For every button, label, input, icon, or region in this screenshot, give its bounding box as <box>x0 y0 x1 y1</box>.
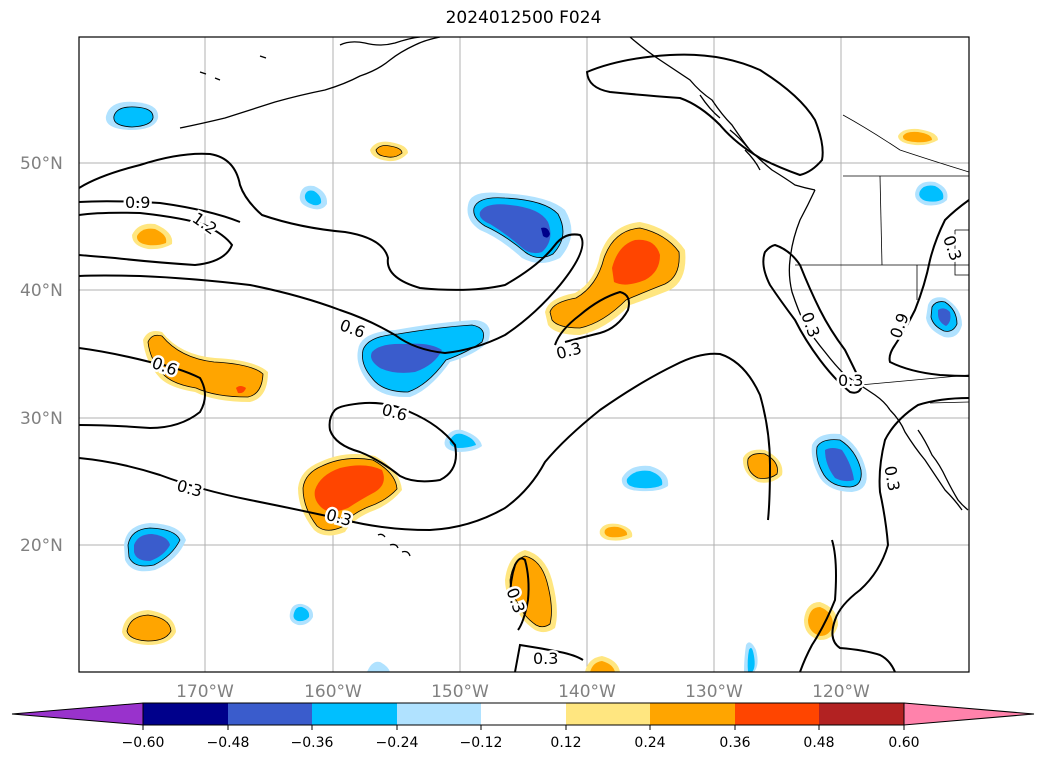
colorbar-tick-label: 0.48 <box>803 735 834 751</box>
lat-label-40n: 40°N <box>20 281 63 301</box>
colorbar-segment <box>312 703 397 725</box>
anomaly-outlines <box>113 106 958 642</box>
coastlines <box>179 37 969 557</box>
contour-lines <box>79 53 969 672</box>
colorbar-tick-label: −0.48 <box>207 735 250 751</box>
contour-label: 0.9 <box>125 193 150 212</box>
lon-label-120w: 120°W <box>812 682 870 702</box>
colorbar-segment <box>397 703 481 725</box>
colorbar-segment <box>819 703 904 725</box>
colorbar-segment <box>143 703 228 725</box>
lon-label-130w: 130°W <box>685 682 743 702</box>
colorbar-segment <box>566 703 650 725</box>
lat-label-50n: 50°N <box>20 154 63 174</box>
map-frame <box>78 36 970 673</box>
colorbar-tick-label: 0.12 <box>550 735 581 751</box>
colorbar-segment <box>650 703 735 725</box>
colorbar-tick-label: −0.24 <box>376 735 419 751</box>
colorbar-segment <box>481 703 566 725</box>
contour-label: 0.3 <box>533 649 558 668</box>
colorbar-frame <box>142 702 905 726</box>
map-title: 2024012500 F024 <box>445 8 602 28</box>
colorbar-tick-label: 0.36 <box>719 735 750 751</box>
colorbar-extend-high <box>903 702 1035 726</box>
colorbar-tick-label: 0.24 <box>634 735 665 751</box>
colorbar-tick-label: −0.36 <box>291 735 334 751</box>
colorbar-tick-label: 0.60 <box>888 735 919 751</box>
latitude-labels: 50°N 40°N 30°N 20°N <box>20 154 63 556</box>
colorbar-segment <box>735 703 819 725</box>
lon-label-160w: 160°W <box>304 682 362 702</box>
gridlines <box>79 37 969 672</box>
lat-label-20n: 20°N <box>20 536 63 556</box>
colorbar: −0.60 −0.48 −0.36 −0.24 −0.12 0.12 0.24 … <box>11 702 1035 751</box>
lon-label-150w: 150°W <box>431 682 489 702</box>
lon-label-170w: 170°W <box>176 682 234 702</box>
colorbar-tick-label: −0.12 <box>460 735 503 751</box>
lon-label-140w: 140°W <box>558 682 616 702</box>
colorbar-extend-low <box>11 702 144 726</box>
positive-anomaly-areas <box>122 128 938 672</box>
longitude-labels: 170°W 160°W 150°W 140°W 130°W 120°W <box>176 682 870 702</box>
colorbar-tick-label: −0.60 <box>122 735 165 751</box>
colorbar-segment <box>228 703 312 725</box>
borders <box>795 114 969 404</box>
contour-label: 0.3 <box>838 371 863 390</box>
lat-label-30n: 30°N <box>20 409 63 429</box>
